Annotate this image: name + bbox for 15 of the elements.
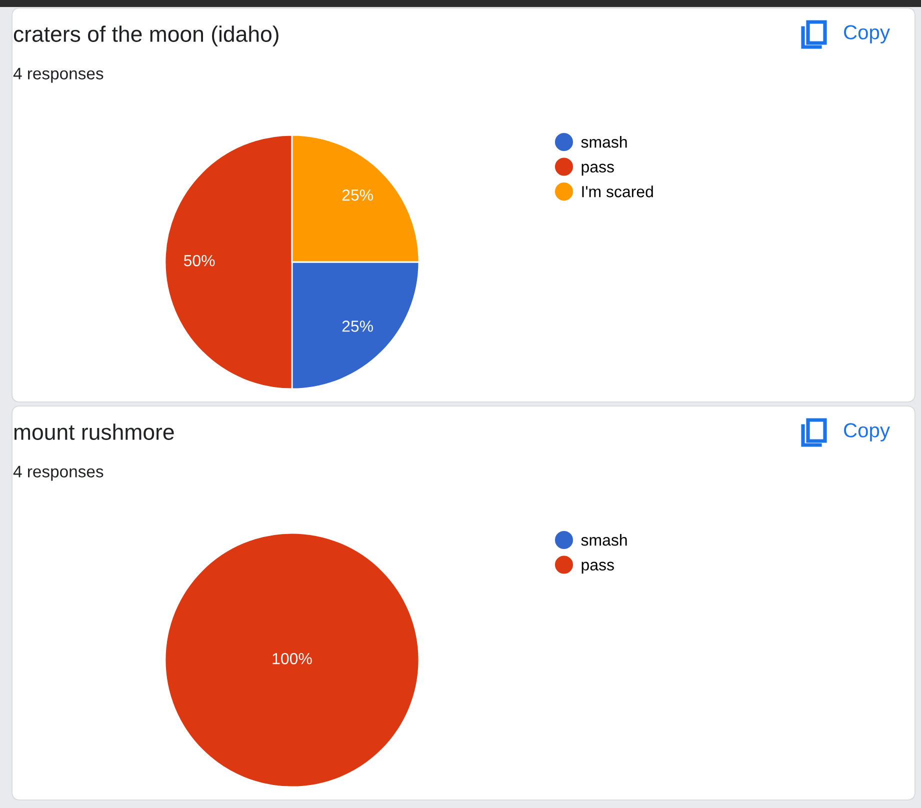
legend-label: smash — [581, 534, 627, 546]
text: Copy — [844, 25, 890, 44]
data-label: 50% — [184, 254, 215, 266]
legend-label: pass — [582, 164, 614, 176]
legend-label: I'm scared — [582, 186, 653, 198]
data-label: 100% — [272, 652, 312, 664]
chart-subtitle: 4 responses — [13, 68, 104, 83]
data-label: 25% — [342, 320, 373, 332]
data-label: 25% — [342, 189, 373, 201]
chart-subtitle: 4 responses — [13, 466, 104, 481]
chart-title: mount rushmore — [14, 424, 174, 440]
legend-label: smash — [581, 136, 627, 148]
legend-label: pass — [582, 562, 614, 574]
text: Copy — [844, 423, 890, 442]
chart-title: craters of the moon (idaho) — [14, 26, 278, 46]
